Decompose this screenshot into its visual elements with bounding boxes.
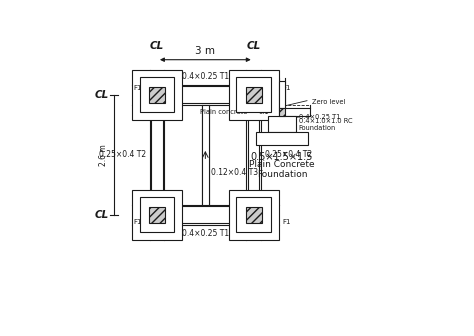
Bar [237, 197, 271, 232]
Text: 3 m: 3 m [195, 46, 215, 56]
Text: 2.6 m: 2.6 m [99, 144, 108, 166]
Text: Zero level: Zero level [312, 99, 346, 105]
Bar [140, 77, 174, 112]
Bar [132, 70, 182, 120]
Bar [228, 70, 279, 120]
Bar [268, 116, 296, 132]
Bar [132, 190, 182, 240]
Bar [237, 77, 271, 112]
Text: 0.25×0.4 T2: 0.25×0.4 T2 [99, 150, 146, 159]
Bar [256, 132, 308, 145]
Text: 0.5×1.5×1.5: 0.5×1.5×1.5 [251, 152, 313, 162]
Text: CL: CL [150, 41, 164, 51]
Text: Plain Concrete
Foundation: Plain Concrete Foundation [249, 160, 315, 179]
Text: F1: F1 [134, 219, 142, 225]
Text: 0.4×0.25 T1: 0.4×0.25 T1 [299, 114, 340, 120]
Text: 0.4×0.25 T1: 0.4×0.25 T1 [182, 228, 229, 238]
Bar [228, 190, 279, 240]
Text: 0.4×1.0×1.0 RC
Foundation: 0.4×1.0×1.0 RC Foundation [299, 118, 353, 131]
Text: CL: CL [246, 41, 261, 51]
Bar [149, 207, 165, 223]
Bar [279, 81, 285, 108]
Bar [165, 86, 246, 103]
Text: CL: CL [94, 90, 109, 100]
Bar [165, 206, 246, 223]
Text: 0.4×0.25 T1: 0.4×0.25 T1 [182, 72, 229, 81]
Text: F1: F1 [134, 85, 142, 91]
Bar [202, 105, 209, 205]
Bar [246, 207, 262, 223]
Text: F1: F1 [282, 85, 291, 91]
Text: 0.25×0.4 T2: 0.25×0.4 T2 [265, 150, 312, 159]
Text: Plain concrete: Plain concrete [200, 109, 247, 115]
Text: CL: CL [94, 210, 109, 220]
Bar [151, 103, 163, 207]
Bar [248, 103, 259, 207]
Text: 0.12×0.4 T3: 0.12×0.4 T3 [211, 168, 258, 177]
Bar [279, 108, 285, 116]
Text: 0.1: 0.1 [258, 109, 269, 115]
Bar [149, 87, 165, 103]
Bar [140, 197, 174, 232]
Bar [246, 87, 262, 103]
Text: F1: F1 [282, 219, 291, 225]
